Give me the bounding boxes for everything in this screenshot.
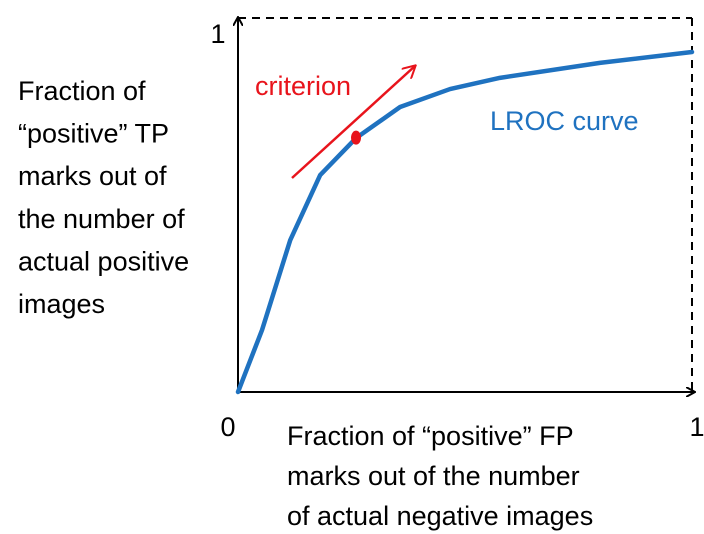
x-tick-label: 0 <box>220 412 235 442</box>
y-axis-label: images <box>18 289 105 319</box>
criterion-point <box>351 130 362 145</box>
curve-label: LROC curve <box>490 106 639 136</box>
criterion-arrow <box>291 66 415 179</box>
x-tick-label: 1 <box>689 412 704 442</box>
curve <box>235 49 695 395</box>
y-axis-label: marks out of <box>18 161 167 191</box>
x-axis-label: of actual negative images <box>287 501 593 531</box>
y-axis-label: “positive” TP <box>18 119 169 149</box>
y-axis-label: the number of <box>18 204 185 234</box>
y-axis-label: actual positive <box>18 246 189 276</box>
x-axis-label: Fraction of “positive” FP <box>287 421 574 451</box>
y-axis-label: Fraction of <box>18 76 146 106</box>
annotation: criterion <box>255 71 351 101</box>
y-tick-label: 1 <box>210 19 225 49</box>
x-axis-label: marks out of the number <box>287 461 580 491</box>
